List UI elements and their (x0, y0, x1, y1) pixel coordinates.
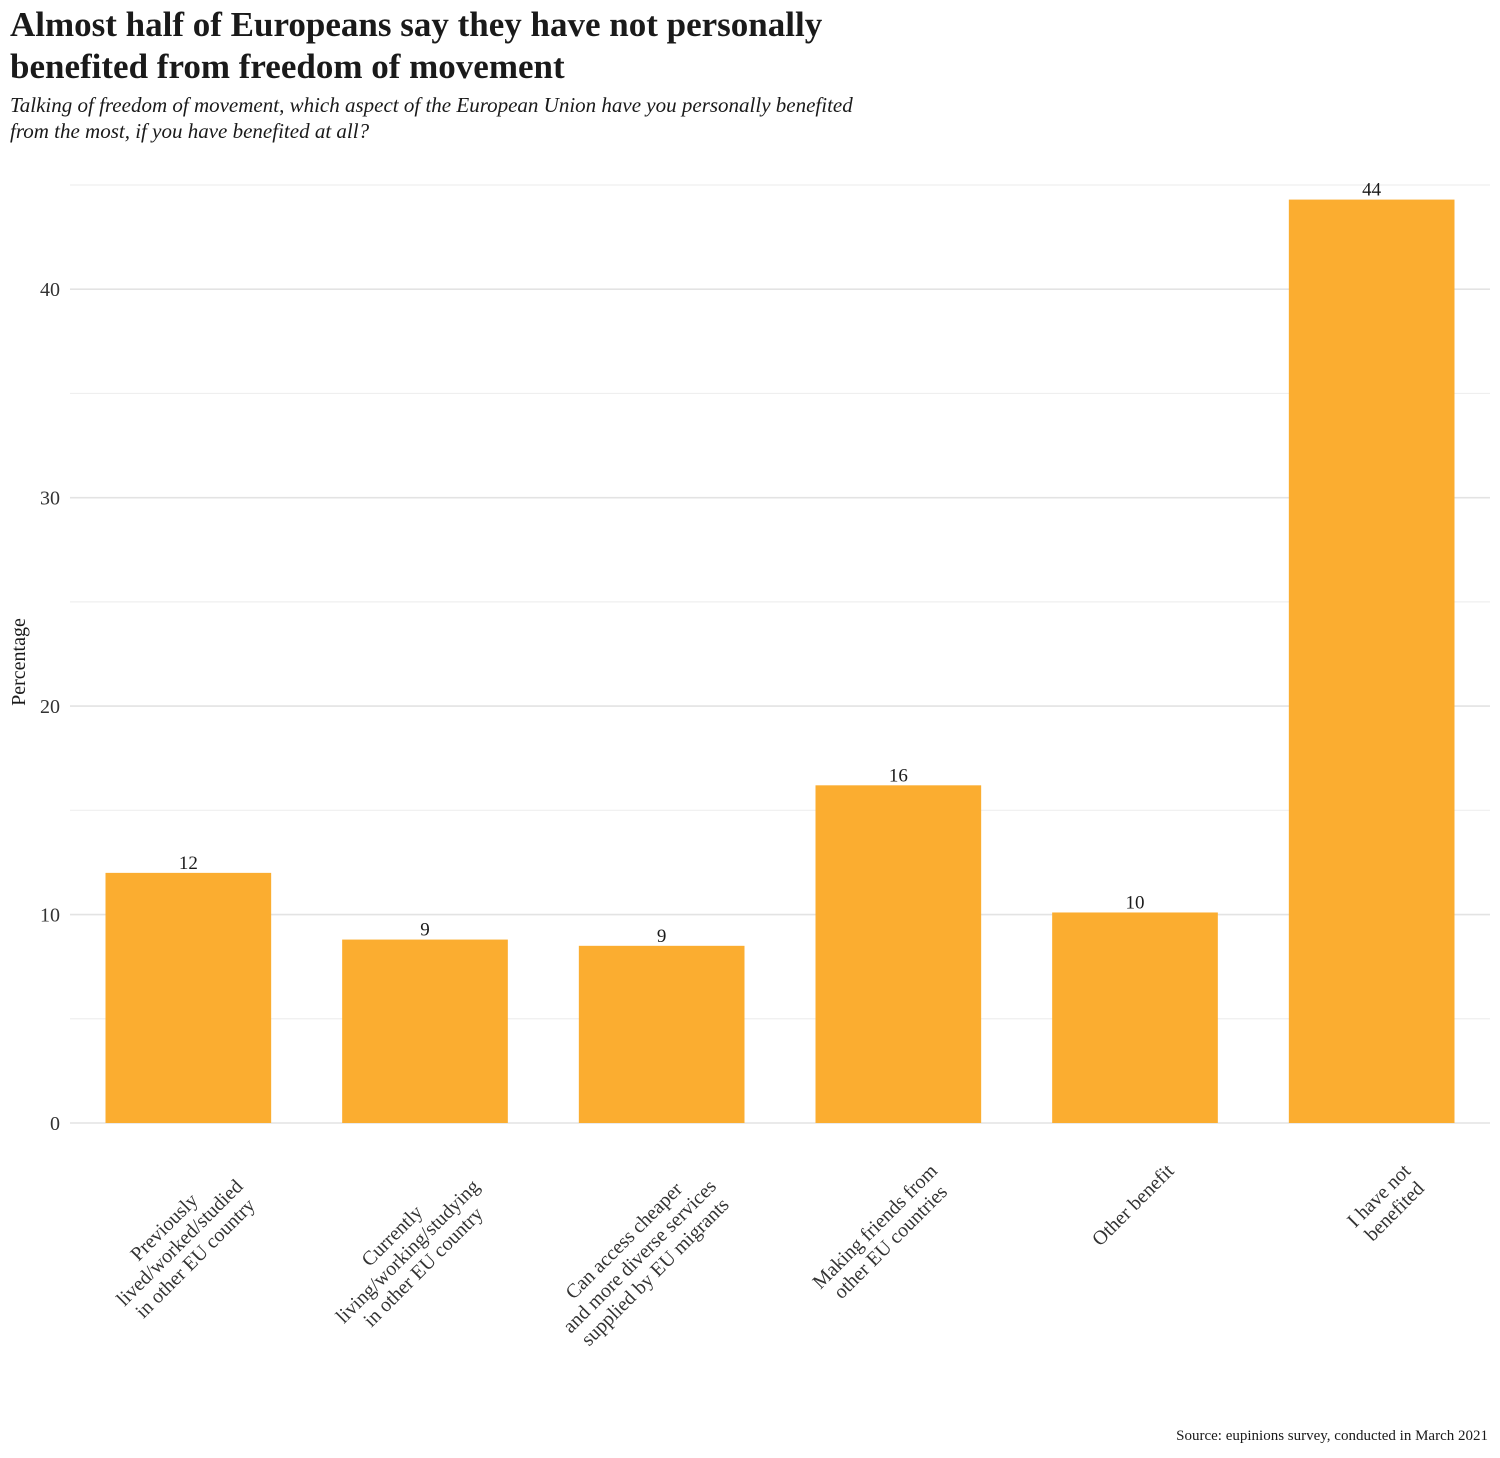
y-tick-label: 10 (40, 905, 60, 927)
category-label: I have notbenefited (1343, 1160, 1431, 1248)
value-label: 10 (1126, 892, 1145, 913)
bar (578, 945, 745, 1123)
bar (815, 785, 982, 1123)
chart-subtitle: Talking of freedom of movement, which as… (10, 93, 853, 143)
value-label: 9 (420, 920, 430, 941)
category-label: Making friends fromother EU countries (808, 1160, 957, 1309)
bar (1288, 199, 1455, 1123)
category-label: Previouslylived/worked/studiedin other E… (97, 1160, 263, 1326)
value-label: 16 (889, 765, 908, 786)
value-label: 12 (179, 853, 198, 874)
value-label: 9 (657, 926, 667, 947)
bar (1052, 912, 1218, 1123)
category-label: Currentlyliving/working/studyingin other… (316, 1160, 499, 1343)
y-tick-label: 20 (40, 696, 60, 718)
bar (105, 872, 272, 1123)
gridlines (70, 184, 1490, 1124)
y-tick-label: 40 (40, 279, 60, 301)
chart-title: Almost half of Europeans say they have n… (10, 5, 823, 86)
y-axis-title: Percentage (8, 618, 30, 706)
bars (105, 199, 1455, 1123)
category-label: Other benefit (1088, 1160, 1179, 1251)
y-axis-ticks: 0 10 20 30 40 (40, 279, 60, 1135)
bar (342, 939, 508, 1123)
x-axis-labels: Previouslylived/worked/studiedin other E… (97, 1160, 1431, 1353)
category-label: Can access cheaperand more diverse servi… (543, 1160, 736, 1353)
source-note: Source: eupinions survey, conducted in M… (1176, 1428, 1488, 1444)
y-tick-label: 0 (50, 1113, 60, 1135)
value-labels: 12 9 9 16 10 44 (179, 180, 1382, 947)
value-label: 44 (1362, 180, 1382, 201)
y-tick-label: 30 (40, 488, 60, 510)
